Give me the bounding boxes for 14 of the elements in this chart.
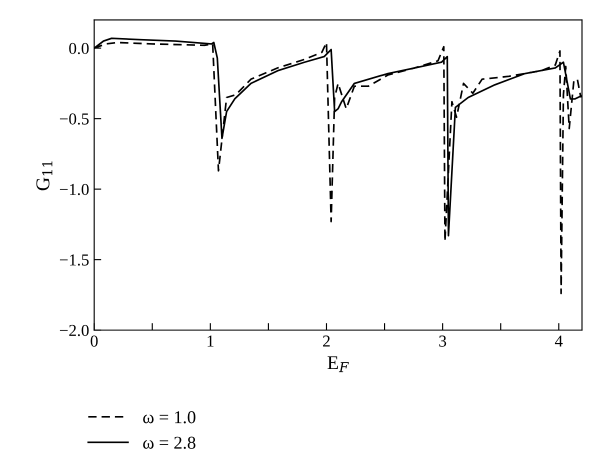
- y-tick-label: −2.0: [60, 324, 89, 336]
- x-tick-label: 3: [439, 336, 446, 347]
- y-tick-label: −1.5: [60, 254, 89, 266]
- legend-label: ω = 2.8: [143, 436, 196, 449]
- x-axis-title: E$_{F}$: [328, 356, 349, 372]
- x-tick-label: 0: [90, 335, 98, 347]
- x-tick-label: 4: [554, 336, 563, 347]
- legend-label: ω = 1.0: [143, 411, 196, 424]
- y-tick-label: 0.0: [69, 42, 89, 54]
- y-axis-title: G$_{11}$: [36, 161, 52, 190]
- y-tick-label: −1.0: [60, 184, 89, 196]
- y-tick-label: −0.5: [60, 113, 89, 125]
- x-tick-label: 2: [323, 336, 330, 347]
- x-tick-label: 1: [208, 336, 214, 347]
